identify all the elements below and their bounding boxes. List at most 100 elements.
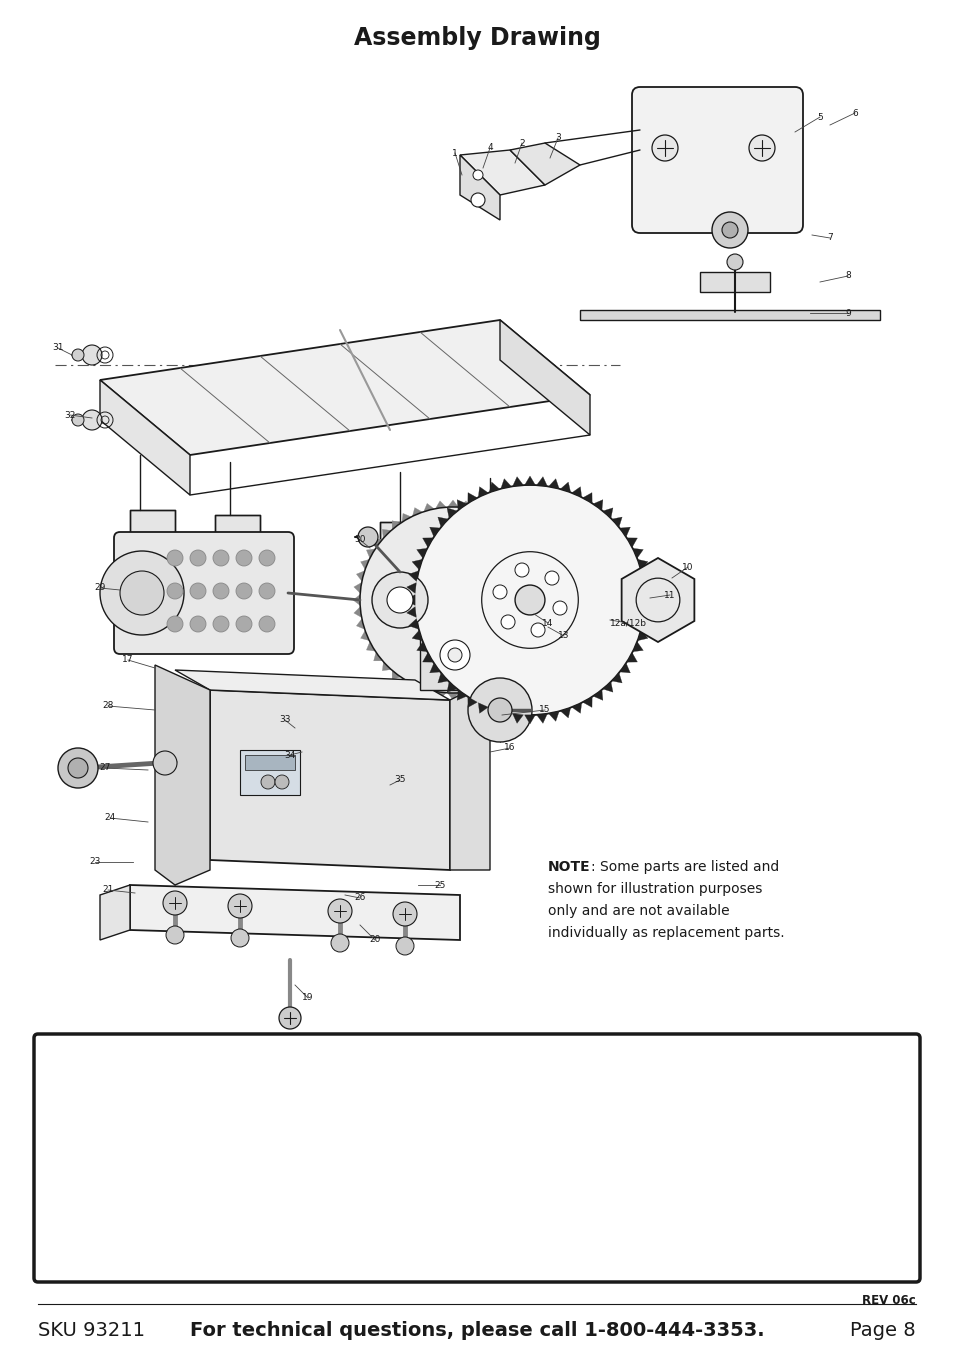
Text: 32: 32 (64, 410, 75, 420)
Polygon shape (366, 642, 375, 651)
Text: 26: 26 (354, 894, 365, 903)
Polygon shape (626, 653, 637, 662)
Circle shape (258, 584, 274, 598)
Text: 28: 28 (102, 701, 113, 711)
Circle shape (167, 584, 183, 598)
Polygon shape (459, 154, 499, 219)
Polygon shape (437, 673, 448, 682)
Text: 2: 2 (518, 138, 524, 148)
Polygon shape (412, 684, 422, 692)
Text: 34: 34 (284, 750, 295, 760)
Polygon shape (435, 692, 446, 699)
Text: DISTRIBUTOR EXPRESSLY STATES THAT ALL REPAIRS AND PARTS REPLACEMENTS SHOULD: DISTRIBUTOR EXPRESSLY STATES THAT ALL RE… (56, 1182, 565, 1192)
Polygon shape (447, 508, 456, 519)
Circle shape (100, 551, 184, 635)
FancyBboxPatch shape (34, 1034, 919, 1282)
Polygon shape (416, 548, 427, 558)
Polygon shape (477, 486, 488, 497)
Polygon shape (545, 594, 553, 605)
Text: 14: 14 (541, 619, 553, 627)
Circle shape (387, 588, 413, 613)
Polygon shape (459, 150, 544, 195)
Circle shape (328, 899, 352, 923)
Polygon shape (174, 670, 450, 700)
Polygon shape (429, 663, 439, 673)
Circle shape (82, 345, 102, 366)
Text: 6: 6 (851, 108, 857, 118)
Polygon shape (536, 714, 547, 723)
Text: 8: 8 (844, 272, 850, 280)
Circle shape (190, 584, 206, 598)
Circle shape (71, 414, 84, 427)
Polygon shape (459, 692, 470, 699)
Polygon shape (214, 515, 260, 565)
Polygon shape (640, 571, 651, 581)
Polygon shape (401, 677, 411, 686)
Polygon shape (456, 689, 466, 700)
Polygon shape (637, 631, 647, 640)
Circle shape (331, 934, 349, 952)
Polygon shape (210, 691, 450, 871)
Polygon shape (500, 479, 511, 489)
Text: 23: 23 (90, 857, 101, 867)
Circle shape (488, 699, 512, 722)
Circle shape (415, 485, 644, 715)
Circle shape (235, 584, 252, 598)
Circle shape (71, 349, 84, 362)
Text: individually as replacement parts.: individually as replacement parts. (547, 926, 783, 940)
Polygon shape (447, 693, 458, 700)
Polygon shape (392, 670, 400, 680)
Text: 11: 11 (663, 590, 675, 600)
Polygon shape (483, 684, 493, 692)
Polygon shape (611, 673, 621, 682)
Polygon shape (544, 607, 552, 617)
Text: 12a/12b: 12a/12b (609, 619, 646, 627)
Circle shape (235, 550, 252, 566)
Polygon shape (483, 508, 493, 516)
Circle shape (190, 550, 206, 566)
Text: For technical questions, please call 1-800-444-3353.: For technical questions, please call 1-8… (190, 1320, 763, 1339)
Polygon shape (626, 538, 637, 547)
Polygon shape (422, 538, 433, 547)
Polygon shape (524, 715, 535, 724)
Circle shape (82, 410, 102, 431)
Polygon shape (512, 477, 523, 486)
Circle shape (515, 585, 544, 615)
Polygon shape (401, 513, 411, 523)
Polygon shape (100, 380, 190, 496)
Polygon shape (637, 559, 647, 570)
Polygon shape (471, 688, 482, 696)
Text: 30: 30 (354, 535, 365, 544)
Polygon shape (450, 680, 490, 871)
Text: THE BUYER ASSUMES ALL RISK AND LIABILITY ARISING OUT OF HIS OR HER REPAIRS TO: THE BUYER ASSUMES ALL RISK AND LIABILITY… (56, 1220, 554, 1231)
Circle shape (372, 571, 428, 628)
Circle shape (471, 194, 484, 207)
Polygon shape (571, 486, 581, 497)
Polygon shape (435, 501, 446, 509)
Circle shape (721, 222, 738, 238)
Circle shape (120, 571, 164, 615)
Circle shape (651, 135, 678, 161)
Text: shown for illustration purposes: shown for illustration purposes (547, 881, 761, 896)
Text: SHE IS QUALIFIED TO MAKE ANY REPAIRS TO THE PRODUCT OR THAT HE OR SHE IS QUALI-: SHE IS QUALIFIED TO MAKE ANY REPAIRS TO … (56, 1143, 571, 1152)
Circle shape (441, 589, 464, 611)
Text: 4: 4 (487, 144, 493, 153)
Text: 20: 20 (369, 936, 380, 945)
Circle shape (748, 135, 774, 161)
Text: 29: 29 (94, 584, 106, 593)
Circle shape (258, 616, 274, 632)
Text: 5: 5 (817, 112, 822, 122)
Polygon shape (154, 665, 210, 886)
Polygon shape (602, 682, 613, 692)
Circle shape (278, 1007, 301, 1029)
Polygon shape (100, 886, 130, 940)
Circle shape (213, 550, 229, 566)
Polygon shape (429, 527, 439, 538)
Text: OR HER INSTALLATION OF REPLACEMENT PARTS THERETO.: OR HER INSTALLATION OF REPLACEMENT PARTS… (56, 1259, 388, 1270)
Polygon shape (406, 594, 415, 605)
Polygon shape (537, 631, 545, 640)
Polygon shape (382, 529, 391, 539)
Polygon shape (416, 642, 427, 651)
Polygon shape (100, 320, 589, 455)
Polygon shape (360, 559, 369, 570)
